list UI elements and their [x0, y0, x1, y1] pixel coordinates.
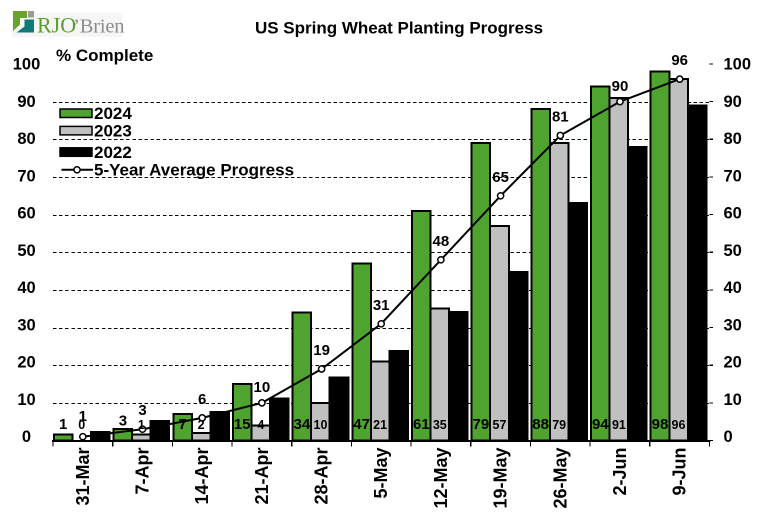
svg-text:70: 70 [724, 167, 742, 185]
svg-text:2: 2 [198, 418, 205, 432]
svg-text:26-May: 26-May [550, 448, 570, 509]
svg-text:81: 81 [552, 109, 569, 126]
svg-text:96: 96 [671, 52, 688, 69]
svg-text:79: 79 [473, 416, 490, 433]
svg-text:60: 60 [17, 205, 35, 223]
svg-text:2023: 2023 [94, 122, 132, 141]
svg-text:21: 21 [373, 418, 387, 432]
svg-text:30: 30 [724, 316, 742, 334]
svg-text:34: 34 [294, 416, 311, 433]
svg-text:80: 80 [17, 130, 35, 148]
svg-text:19: 19 [313, 342, 330, 359]
svg-text:10: 10 [17, 391, 35, 409]
svg-text:100: 100 [724, 56, 752, 74]
svg-text:1: 1 [138, 418, 145, 432]
svg-text:70: 70 [17, 167, 35, 185]
svg-text:19-May: 19-May [491, 448, 511, 509]
svg-text:65: 65 [492, 169, 509, 186]
svg-text:4: 4 [257, 418, 264, 432]
svg-text:79: 79 [552, 418, 566, 432]
svg-text:96: 96 [672, 418, 686, 432]
svg-text:1: 1 [59, 416, 67, 433]
svg-text:10: 10 [314, 418, 328, 432]
svg-text:0: 0 [724, 428, 733, 446]
svg-text:10: 10 [254, 379, 271, 396]
svg-text:30: 30 [17, 316, 35, 334]
svg-text:6: 6 [198, 391, 206, 408]
svg-text:7: 7 [178, 416, 186, 433]
svg-text:98: 98 [652, 416, 669, 433]
svg-text:RJO’Brien: RJO’Brien [37, 13, 124, 38]
svg-text:7-Apr: 7-Apr [133, 448, 153, 495]
svg-text:12-May: 12-May [431, 448, 451, 509]
svg-text:20: 20 [17, 354, 35, 372]
svg-text:61: 61 [413, 416, 430, 433]
svg-text:40: 40 [724, 279, 742, 297]
svg-text:28-Apr: 28-Apr [312, 448, 332, 505]
svg-text:0: 0 [78, 418, 85, 432]
svg-text:15: 15 [234, 416, 251, 433]
svg-text:80: 80 [724, 130, 742, 148]
svg-text:2024: 2024 [94, 104, 132, 123]
svg-text:35: 35 [433, 418, 447, 432]
svg-text:14-Apr: 14-Apr [192, 448, 212, 505]
svg-text:21-Apr: 21-Apr [252, 448, 272, 505]
svg-text:100: 100 [13, 56, 41, 74]
svg-text:% Complete: % Complete [56, 46, 153, 65]
svg-text:94: 94 [592, 416, 609, 433]
svg-text:US Spring Wheat Planting Progr: US Spring Wheat Planting Progress [255, 19, 543, 38]
svg-text:1: 1 [79, 408, 87, 425]
svg-text:2022: 2022 [94, 143, 132, 162]
svg-text:47: 47 [353, 416, 370, 433]
svg-text:0: 0 [22, 428, 31, 446]
svg-text:2-Jun: 2-Jun [610, 448, 630, 496]
svg-text:5-Year Average Progress: 5-Year Average Progress [94, 161, 294, 180]
svg-text:90: 90 [17, 93, 35, 111]
svg-text:57: 57 [493, 418, 507, 432]
svg-text:90: 90 [612, 78, 629, 95]
svg-text:10: 10 [724, 391, 742, 409]
svg-text:50: 50 [724, 242, 742, 260]
svg-text:9-Jun: 9-Jun [670, 448, 690, 496]
svg-text:3: 3 [138, 402, 146, 419]
svg-text:31: 31 [373, 297, 390, 314]
svg-text:3: 3 [119, 413, 127, 430]
svg-text:40: 40 [17, 279, 35, 297]
svg-text:60: 60 [724, 205, 742, 223]
svg-text:5-May: 5-May [371, 448, 391, 499]
svg-text:31-Mar: 31-Mar [73, 448, 93, 506]
svg-text:48: 48 [433, 233, 450, 250]
svg-text:50: 50 [17, 242, 35, 260]
svg-text:91: 91 [612, 418, 626, 432]
svg-text:90: 90 [724, 93, 742, 111]
svg-text:88: 88 [532, 416, 549, 433]
svg-text:20: 20 [724, 354, 742, 372]
